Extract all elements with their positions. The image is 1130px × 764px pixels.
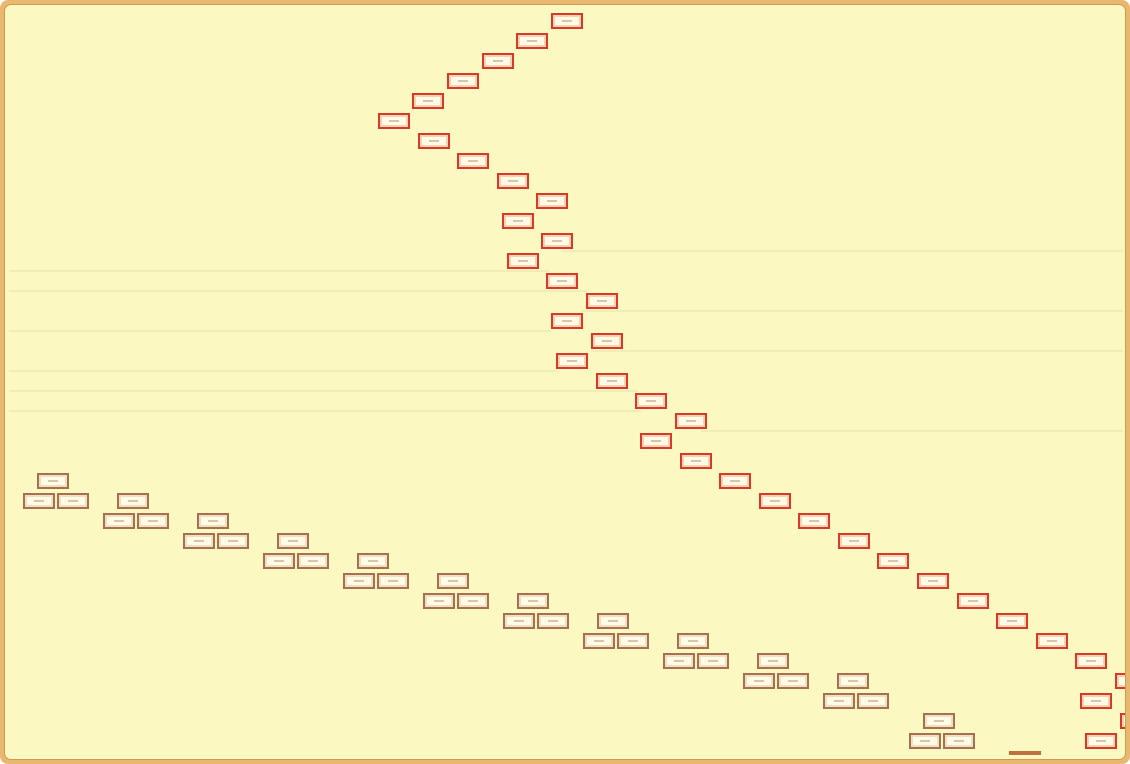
canvas [4,4,1126,760]
red-node [1120,713,1125,729]
red-node-inner [1119,677,1125,685]
tree-canvas [9,13,1125,755]
red-node-inner [1124,717,1125,725]
partial-node [1009,751,1041,755]
